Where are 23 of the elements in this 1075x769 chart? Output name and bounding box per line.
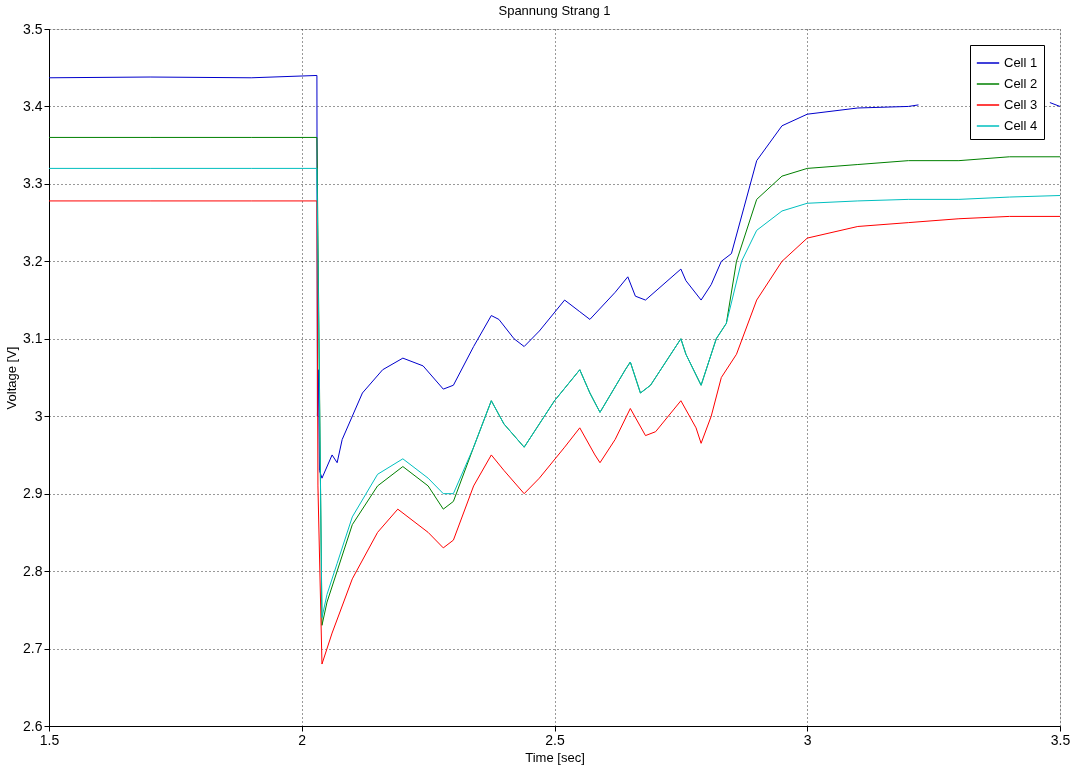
y-tick-label: 2.7 xyxy=(23,640,43,657)
y-tick-label: 3.2 xyxy=(23,252,43,269)
y-tick-label: 3 xyxy=(34,407,43,424)
y-tick-label: 3.5 xyxy=(23,20,43,37)
legend-label: Cell 3 xyxy=(1004,97,1038,112)
y-tick-label: 3.4 xyxy=(23,97,43,114)
legend-label: Cell 1 xyxy=(1004,55,1038,70)
y-tick-label: 3.1 xyxy=(23,330,43,347)
legend-label: Cell 2 xyxy=(1004,76,1038,91)
x-tick-label: 3.5 xyxy=(1050,731,1071,748)
x-tick-label: 2.5 xyxy=(545,731,565,748)
legend-label: Cell 4 xyxy=(1004,118,1038,133)
y-tick-label: 2.9 xyxy=(23,485,43,502)
y-axis-title: Voltage [V] xyxy=(4,346,20,410)
y-tick-label: 3.3 xyxy=(23,175,43,192)
y-tick-label: 2.6 xyxy=(23,717,43,734)
x-axis-title: Time [sec] xyxy=(525,749,585,765)
line-series xyxy=(48,200,1061,665)
y-tick-label: 2.8 xyxy=(23,562,43,579)
x-tick-label: 1.5 xyxy=(39,731,60,748)
x-tick-label: 2 xyxy=(298,731,307,748)
chart-title: Spannung Strang 1 xyxy=(498,3,611,18)
x-tick-label: 3 xyxy=(803,731,812,748)
